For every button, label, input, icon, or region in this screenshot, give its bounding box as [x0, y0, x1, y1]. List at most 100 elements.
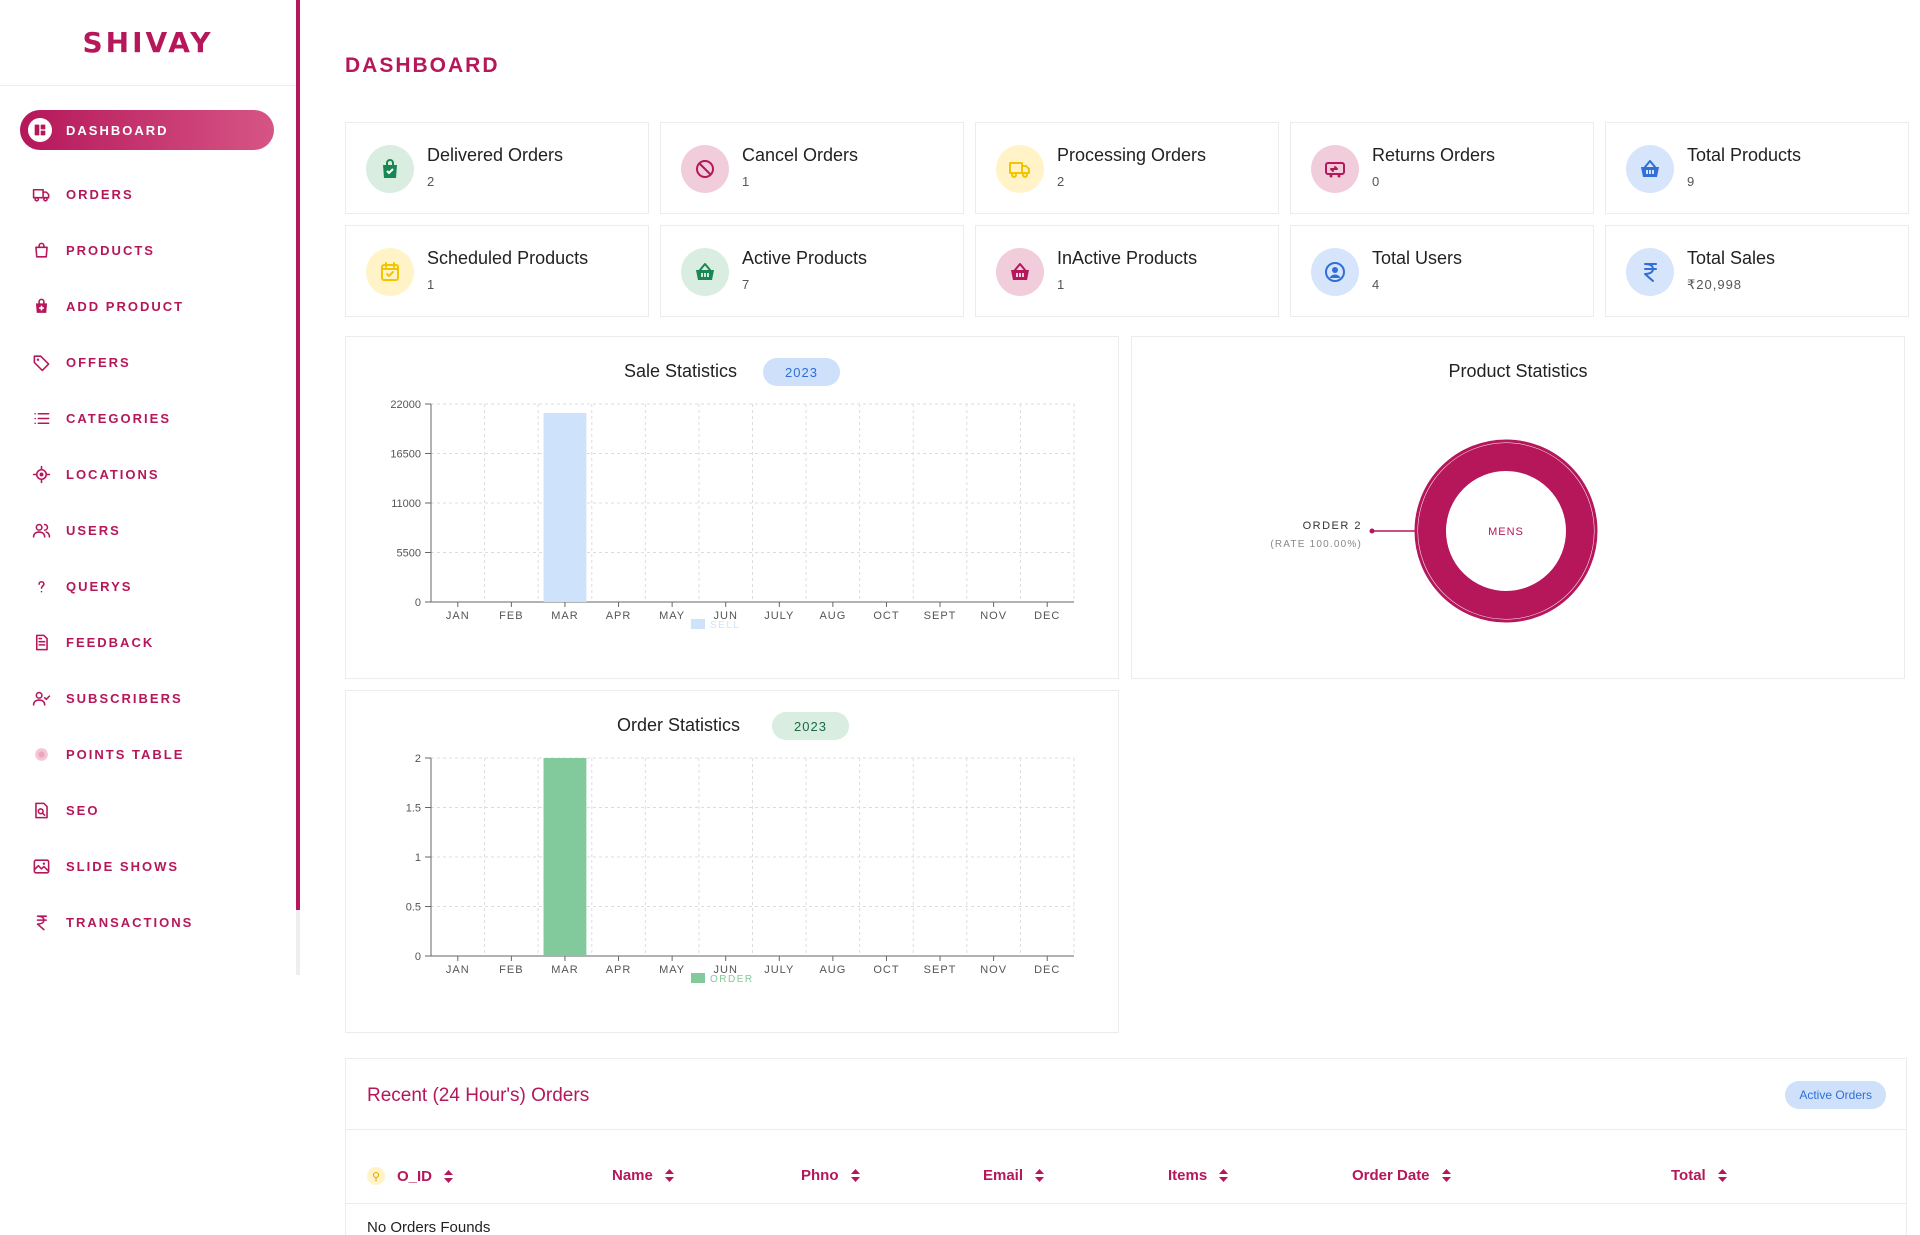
x-tick-label: NOV [980, 610, 1007, 622]
x-tick-label: APR [606, 964, 632, 976]
y-tick-label: 16500 [390, 449, 421, 461]
x-tick-label: MAR [551, 610, 578, 622]
sidebar-item-points-table[interactable]: POINTS TABLE [0, 726, 296, 782]
bag-icon [30, 239, 52, 261]
column-header-order-date[interactable]: Order Date [1352, 1167, 1451, 1184]
sidebar-scrollbar[interactable] [296, 910, 300, 975]
sidebar-item-dashboard[interactable]: DASHBOARD [20, 110, 274, 150]
sort-icon[interactable] [850, 1169, 860, 1182]
column-header-items[interactable]: Items [1168, 1167, 1229, 1184]
order-statistics-title: Order Statistics [617, 715, 741, 735]
column-header-total[interactable]: Total [1671, 1167, 1727, 1184]
stat-card-total-products[interactable]: Total Products 9 [1605, 122, 1909, 214]
sidebar-item-subscribers[interactable]: SUBSCRIBERS [0, 670, 296, 726]
sale-year-badge[interactable]: 2023 [763, 358, 840, 386]
sidebar-item-users[interactable]: USERS [0, 502, 296, 558]
stat-value: 4 [1372, 277, 1381, 292]
sidebar-item-orders[interactable]: ORDERS [0, 166, 296, 222]
stat-label: Processing Orders [1057, 145, 1207, 165]
stat-card-active-products[interactable]: Active Products 7 [660, 225, 964, 317]
sidebar-item-locations[interactable]: LOCATIONS [0, 446, 296, 502]
sort-icon[interactable] [444, 1169, 454, 1183]
sort-icon[interactable] [1717, 1169, 1727, 1182]
stat-card-total-users[interactable]: Total Users 4 [1290, 225, 1594, 317]
x-tick-label: JAN [446, 610, 470, 622]
sidebar-item-add-product[interactable]: ADD PRODUCT [0, 278, 296, 334]
active-orders-button[interactable]: Active Orders [1785, 1081, 1886, 1109]
stat-card-inactive-products[interactable]: InActive Products 1 [975, 225, 1279, 317]
add-bag-icon [30, 295, 52, 317]
column-header-label: Order Date [1352, 1167, 1430, 1184]
sidebar-item-transactions[interactable]: TRANSACTIONS [0, 894, 296, 950]
column-header-name[interactable]: Name [612, 1167, 674, 1184]
y-tick-label: 5500 [397, 548, 421, 560]
sidebar-item-seo[interactable]: SEO [0, 782, 296, 838]
dashboard-icon [28, 118, 52, 142]
truck-icon [996, 145, 1044, 193]
sidebar-item-categories[interactable]: CATEGORIES [0, 390, 296, 446]
bar-mar[interactable] [543, 758, 587, 956]
x-tick-label: JULY [764, 610, 794, 622]
order-year-badge[interactable]: 2023 [772, 712, 849, 740]
sidebar-item-label: DASHBOARD [66, 122, 169, 138]
stat-value: 2 [427, 174, 436, 189]
ban-icon [681, 145, 729, 193]
brand-logo[interactable]: SHIVAY [0, 0, 296, 86]
stat-card-returns-orders[interactable]: Returns Orders 0 [1290, 122, 1594, 214]
sidebar: SHIVAY DASHBOARD ORDERS PRODUCTS ADD PRODUC… [0, 0, 300, 975]
list-icon [30, 407, 52, 429]
stat-value: 1 [742, 174, 751, 189]
x-tick-label: OCT [873, 964, 899, 976]
sidebar-item-querys[interactable]: QUERYS [0, 558, 296, 614]
sidebar-item-feedback[interactable]: FEEDBACK [0, 614, 296, 670]
sidebar-item-slide-shows[interactable]: SLIDE SHOWS [0, 838, 296, 894]
sort-icon[interactable] [664, 1169, 674, 1182]
sidebar-item-label: CATEGORIES [66, 410, 171, 426]
sidebar-item-offers[interactable]: OFFERS [0, 334, 296, 390]
page-title: DASHBOARD [345, 54, 500, 77]
column-header-phno[interactable]: Phno [801, 1167, 860, 1184]
legend-label: SELL [710, 620, 740, 631]
stat-value: 2 [1057, 174, 1066, 189]
stat-label: Delivered Orders [427, 145, 564, 165]
basket-icon [681, 248, 729, 296]
truck-icon [30, 183, 52, 205]
calendar-icon [366, 248, 414, 296]
column-header-label: Email [983, 1167, 1024, 1184]
sidebar-item-products[interactable]: PRODUCTS [0, 222, 296, 278]
legend-label: ORDER [710, 974, 754, 985]
column-header-label: Total [1671, 1167, 1706, 1184]
document-icon [30, 631, 52, 653]
bar-mar[interactable] [543, 413, 587, 602]
sidebar-item-label: QUERYS [66, 578, 133, 594]
stat-card-processing-orders[interactable]: Processing Orders 2 [975, 122, 1279, 214]
stat-card-total-sales[interactable]: Total Sales ₹20,998 [1605, 225, 1909, 317]
stat-card-scheduled-products[interactable]: Scheduled Products 1 [345, 225, 649, 317]
column-header-o-id[interactable]: ⚲ O_ID [367, 1167, 454, 1185]
y-tick-label: 1 [415, 852, 421, 864]
sort-icon[interactable] [1035, 1169, 1045, 1182]
column-header-label: Name [612, 1167, 653, 1184]
donut-slice-label: MENS [1488, 526, 1524, 538]
brand-name: SHIVAY [82, 26, 214, 59]
x-tick-label: MAR [551, 964, 578, 976]
sale-chart: 0 5500 11000 16500 22000 JAN FEB MAR APR MAY JUN JU… [390, 399, 1075, 631]
sidebar-item-label: SUBSCRIBERS [66, 690, 183, 706]
x-tick-label: OCT [873, 610, 899, 622]
column-header-email[interactable]: Email [983, 1167, 1045, 1184]
donut-slice-mens [1418, 443, 1594, 619]
sidebar-item-label: FEEDBACK [66, 634, 155, 650]
chart-legend: SELL [691, 619, 740, 631]
order-statistics-panel: Order Statistics 2023 0 0.5 1 1.5 2 JAN FEB MAR… [345, 690, 1119, 1033]
sort-icon[interactable] [1441, 1169, 1451, 1182]
stat-value: 1 [1057, 277, 1066, 292]
stat-card-delivered-orders[interactable]: Delivered Orders 2 [345, 122, 649, 214]
stat-card-cancel-orders[interactable]: Cancel Orders 1 [660, 122, 964, 214]
stat-label: Total Products [1687, 145, 1802, 165]
product-statistics-title: Product Statistics [1448, 361, 1588, 381]
stat-value: 1 [427, 277, 436, 292]
recent-orders-title: Recent (24 Hour's) Orders [367, 1085, 590, 1106]
sort-icon[interactable] [1219, 1169, 1229, 1182]
stat-label: Returns Orders [1372, 145, 1496, 165]
legend-swatch [691, 619, 705, 629]
